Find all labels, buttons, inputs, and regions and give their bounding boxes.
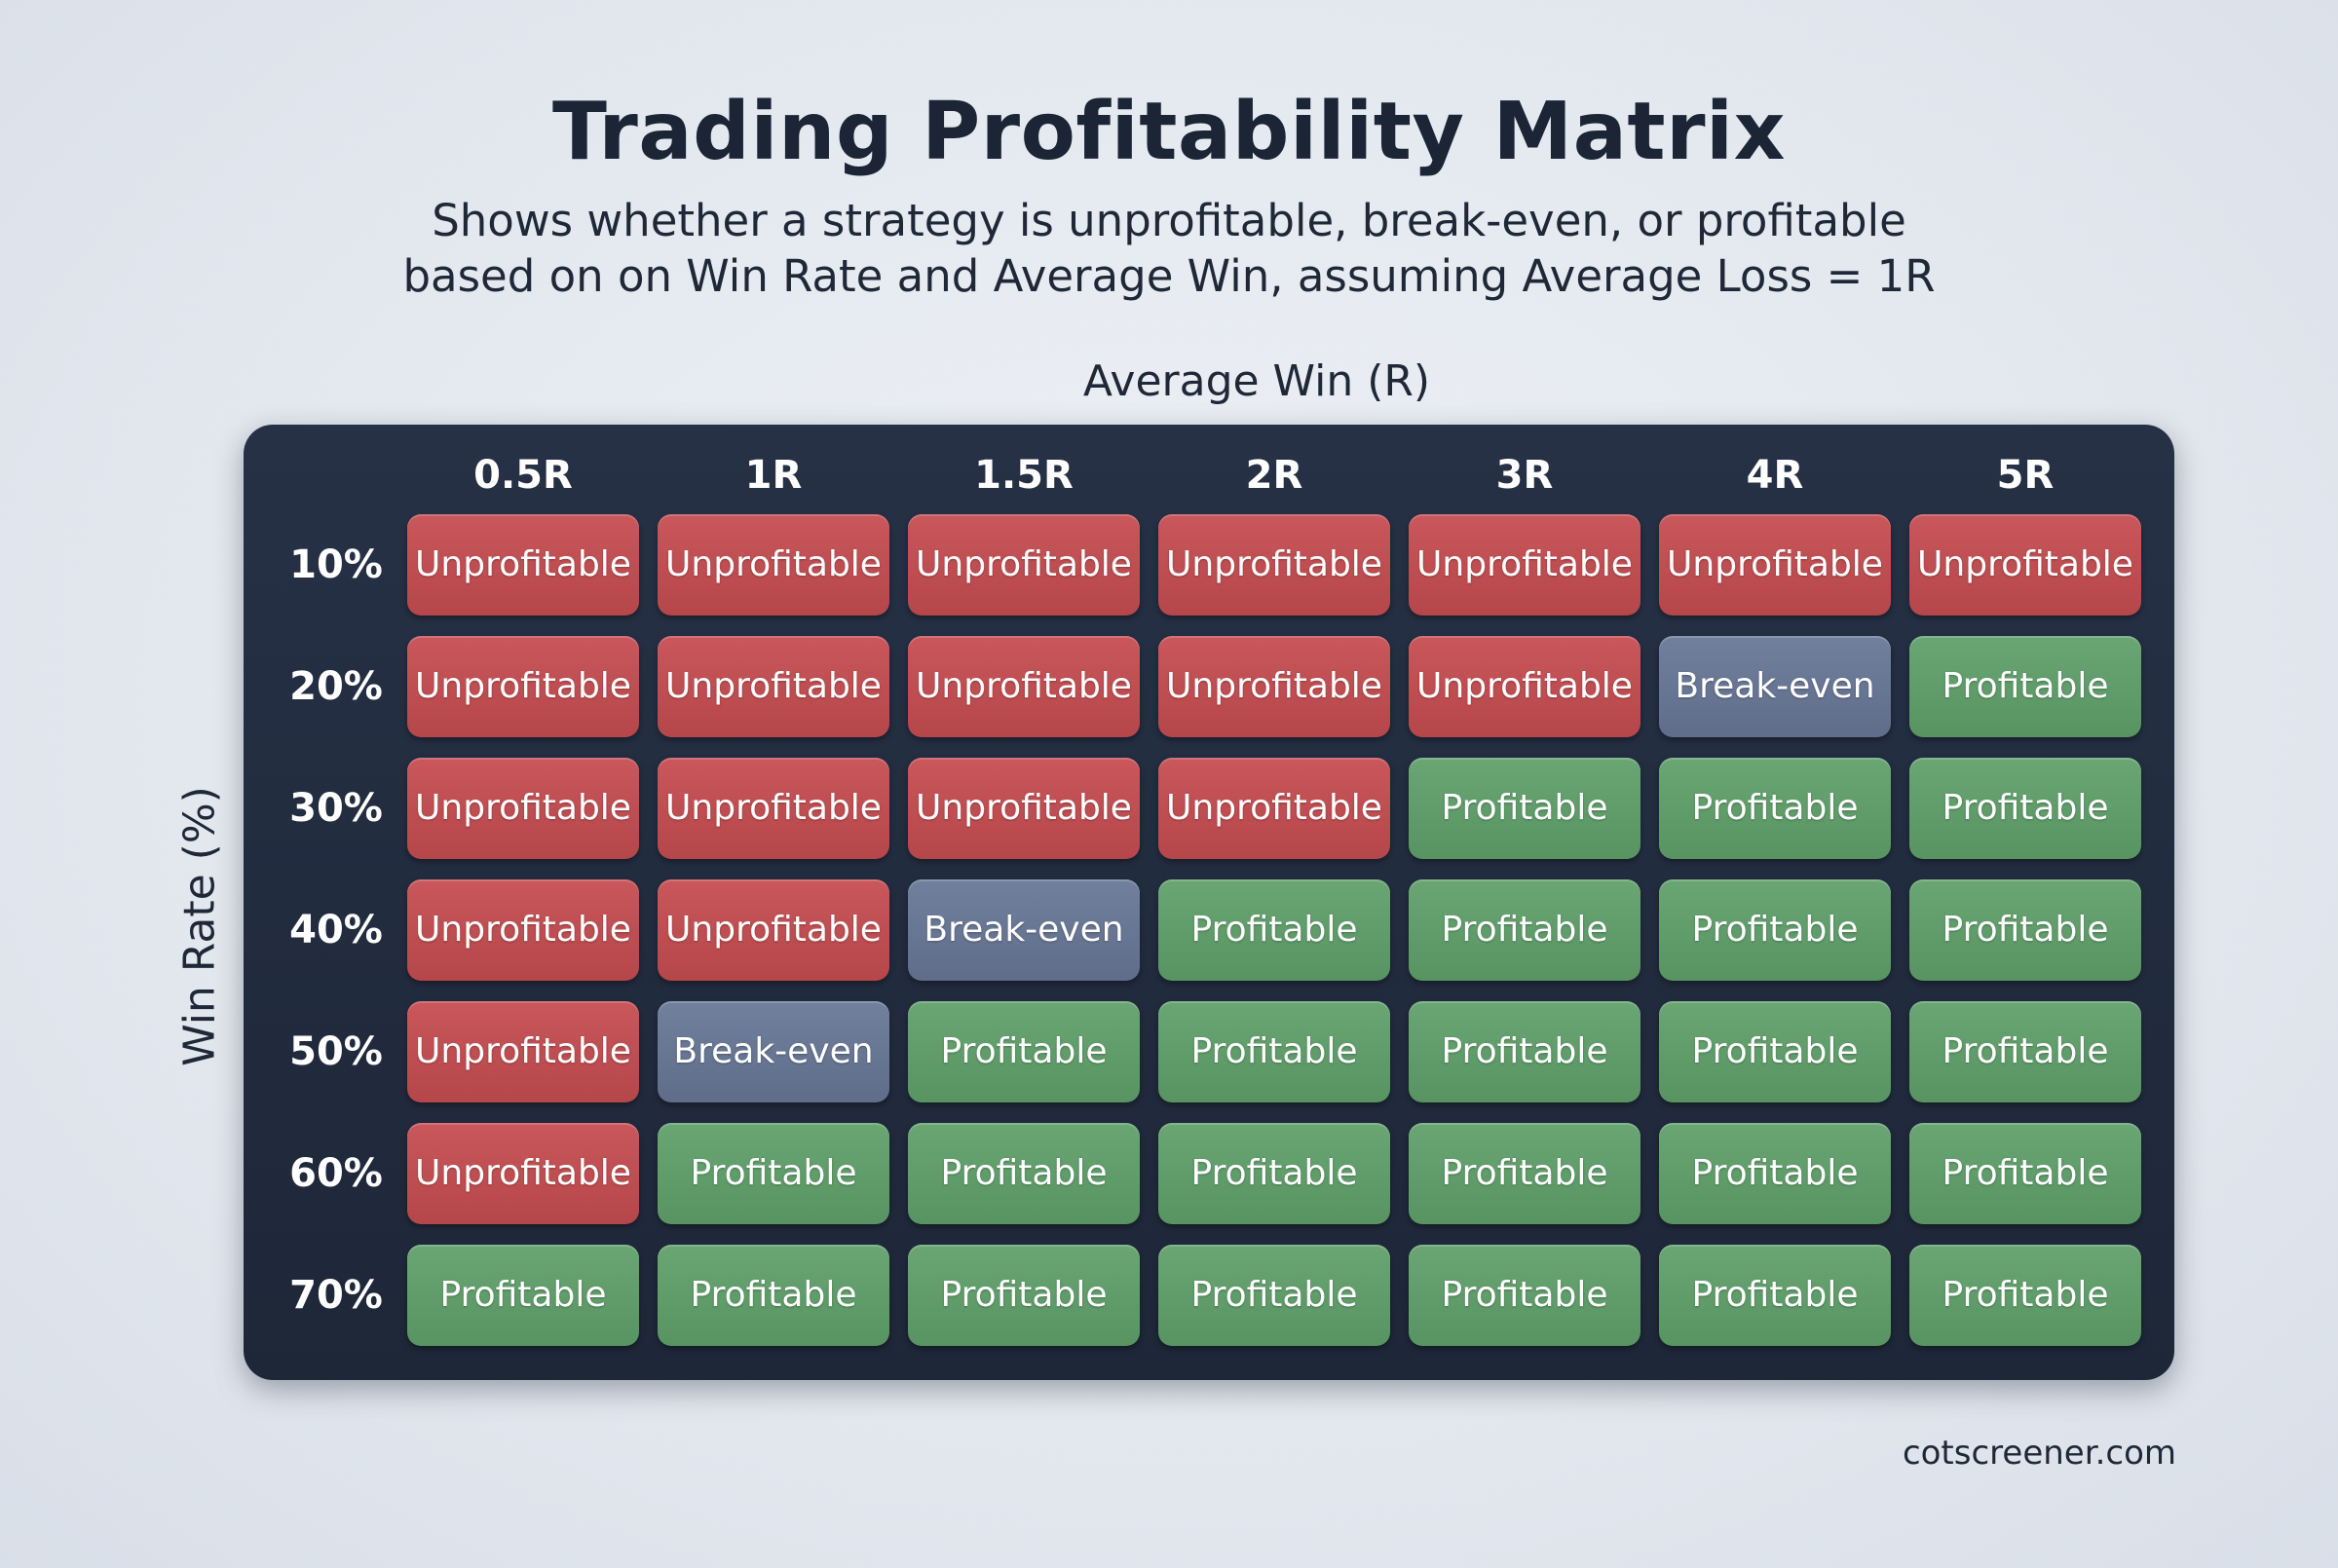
column-header: 4R <box>1746 453 1804 498</box>
matrix-cell: Unprofitable <box>407 758 639 859</box>
matrix-cell: Unprofitable <box>658 879 889 981</box>
matrix-cell: Profitable <box>1659 758 1891 859</box>
matrix-cell: Unprofitable <box>407 514 639 616</box>
matrix-cell: Unprofitable <box>908 514 1140 616</box>
matrix-cell: Profitable <box>1909 1245 2141 1346</box>
matrix-cell: Unprofitable <box>1158 514 1390 616</box>
row-header: 20% <box>289 664 383 709</box>
matrix-cell: Profitable <box>1409 879 1640 981</box>
matrix-cell: Unprofitable <box>407 636 639 737</box>
matrix-cell: Break-even <box>908 879 1140 981</box>
matrix-cell: Profitable <box>1158 1245 1390 1346</box>
matrix-cell: Unprofitable <box>1158 636 1390 737</box>
matrix-cell: Profitable <box>1409 1123 1640 1224</box>
matrix-cell: Profitable <box>1659 879 1891 981</box>
chart-subtitle: Shows whether a strategy is unprofitable… <box>402 195 1936 302</box>
column-header: 2R <box>1245 453 1303 498</box>
column-header: 3R <box>1495 453 1554 498</box>
y-axis-label: Win Rate (%) <box>174 786 225 1066</box>
column-header: 1.5R <box>974 453 1074 498</box>
matrix-cell: Unprofitable <box>407 1123 639 1224</box>
matrix-cell: Profitable <box>1158 1001 1390 1102</box>
matrix-cell: Unprofitable <box>908 758 1140 859</box>
column-header: 0.5R <box>473 453 573 498</box>
matrix-panel: 0.5R 1R 1.5R 2R 3R 4R 5R 10% Unprofitable Unprofi… <box>244 425 2174 1380</box>
matrix-cell: Unprofitable <box>1158 758 1390 859</box>
matrix-cell: Unprofitable <box>1659 514 1891 616</box>
chart-title: Trading Profitability Matrix <box>551 86 1787 178</box>
matrix-cell: Profitable <box>1158 879 1390 981</box>
row-header: 40% <box>289 908 383 952</box>
matrix-cell: Unprofitable <box>658 758 889 859</box>
row-header: 30% <box>289 786 383 831</box>
matrix-cell: Break-even <box>1659 636 1891 737</box>
matrix-cell: Profitable <box>1409 1001 1640 1102</box>
matrix-cell: Unprofitable <box>658 636 889 737</box>
matrix-cell: Profitable <box>1909 1123 2141 1224</box>
matrix-cell: Profitable <box>1659 1245 1891 1346</box>
column-header: 5R <box>1996 453 2055 498</box>
matrix-cell: Unprofitable <box>908 636 1140 737</box>
matrix-cell: Unprofitable <box>1909 514 2141 616</box>
column-header: 1R <box>744 453 803 498</box>
matrix-cell: Profitable <box>658 1245 889 1346</box>
matrix-cell: Unprofitable <box>407 879 639 981</box>
matrix-cell: Profitable <box>1158 1123 1390 1224</box>
footer-source: cotscreener.com <box>1902 1434 2176 1473</box>
matrix-cell: Profitable <box>908 1001 1140 1102</box>
matrix-cell: Profitable <box>407 1245 639 1346</box>
x-axis-label: Average Win (R) <box>1082 356 1431 406</box>
matrix-cell: Profitable <box>1909 879 2141 981</box>
matrix-cell: Unprofitable <box>1409 636 1640 737</box>
matrix-cell: Unprofitable <box>407 1001 639 1102</box>
row-header: 50% <box>289 1029 383 1074</box>
matrix-cell: Profitable <box>1659 1123 1891 1224</box>
row-header: 60% <box>289 1151 383 1196</box>
matrix-cell: Profitable <box>1909 758 2141 859</box>
matrix-cell: Unprofitable <box>658 514 889 616</box>
matrix-cell: Profitable <box>908 1245 1140 1346</box>
matrix-cell: Profitable <box>1909 1001 2141 1102</box>
matrix-cell: Profitable <box>658 1123 889 1224</box>
row-header: 10% <box>289 542 383 587</box>
row-header: 70% <box>289 1273 383 1318</box>
matrix-cell: Break-even <box>658 1001 889 1102</box>
matrix-cell: Profitable <box>1909 636 2141 737</box>
matrix-cell: Profitable <box>1659 1001 1891 1102</box>
matrix-cell: Profitable <box>908 1123 1140 1224</box>
matrix-cell: Profitable <box>1409 758 1640 859</box>
matrix-cell: Unprofitable <box>1409 514 1640 616</box>
matrix-cell: Profitable <box>1409 1245 1640 1346</box>
